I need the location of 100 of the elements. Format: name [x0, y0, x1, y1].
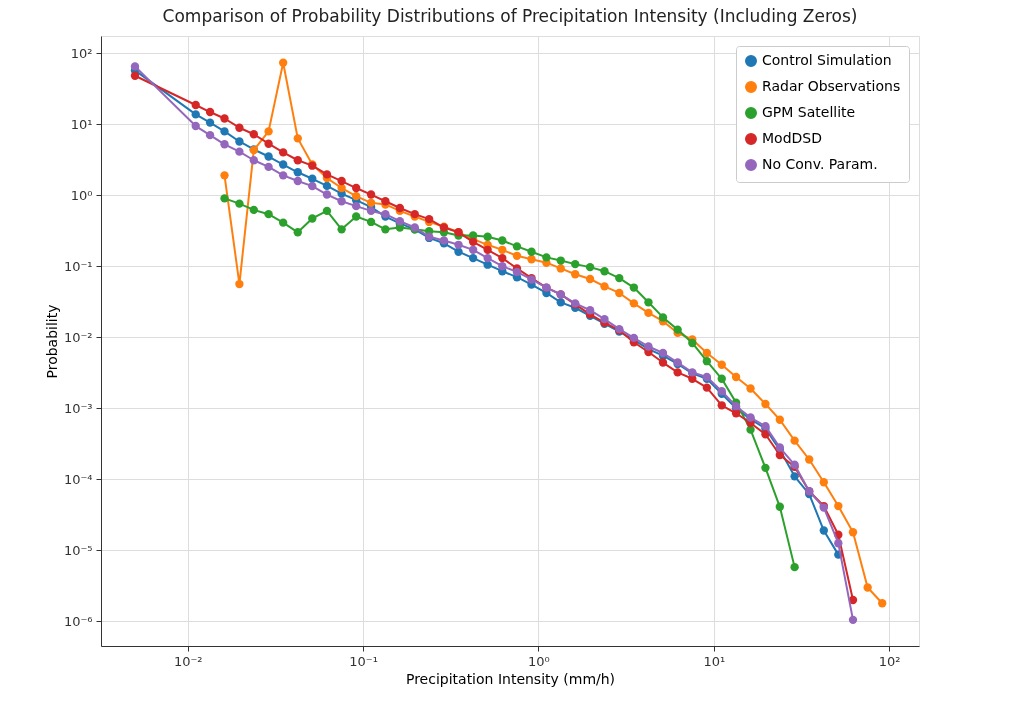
- legend-label: Control Simulation: [762, 52, 892, 68]
- point: [235, 147, 244, 156]
- point: [790, 562, 799, 572]
- point: [746, 384, 755, 393]
- x-tick-label: 10¹: [703, 653, 726, 669]
- point: [702, 348, 712, 358]
- point: [600, 282, 609, 291]
- point: [235, 279, 244, 289]
- point: [848, 615, 858, 625]
- point: [191, 100, 200, 110]
- point: [790, 472, 799, 481]
- point: [337, 225, 346, 234]
- point: [366, 217, 376, 227]
- point: [220, 140, 229, 149]
- point: [556, 256, 565, 265]
- point: [293, 134, 302, 143]
- point: [249, 156, 258, 165]
- point: [863, 583, 872, 592]
- point: [308, 174, 317, 183]
- point: [468, 245, 478, 254]
- point: [512, 251, 522, 260]
- point: [571, 259, 580, 269]
- point: [454, 247, 463, 256]
- point: [834, 539, 843, 548]
- y-tick-label: 10⁻⁴: [63, 471, 93, 487]
- point: [761, 463, 770, 473]
- point: [293, 176, 302, 186]
- point: [717, 401, 726, 410]
- point: [542, 253, 551, 262]
- x-tick-label: 10²: [878, 653, 901, 669]
- point: [585, 274, 595, 284]
- point: [264, 152, 273, 161]
- point: [805, 455, 814, 464]
- point: [278, 171, 288, 180]
- point: [878, 599, 887, 608]
- point: [848, 528, 858, 537]
- point: [278, 218, 288, 227]
- point: [498, 262, 507, 271]
- point: [775, 415, 785, 424]
- point: [761, 430, 770, 439]
- point: [278, 160, 288, 169]
- point: [819, 526, 828, 535]
- point: [483, 253, 492, 263]
- y-tick-label: 10⁻³: [63, 400, 93, 416]
- point: [264, 139, 273, 148]
- point: [761, 399, 770, 409]
- point: [366, 206, 376, 216]
- point: [658, 358, 668, 367]
- point: [673, 368, 682, 377]
- x-tick-label: 10⁻¹: [349, 653, 378, 669]
- point: [235, 199, 244, 208]
- point: [658, 313, 668, 322]
- point: [615, 273, 624, 283]
- point: [483, 245, 492, 254]
- point: [731, 409, 741, 418]
- point: [629, 299, 639, 308]
- legend-label: Radar Observations: [762, 78, 901, 94]
- y-tick-label: 10⁻²: [63, 329, 93, 345]
- point: [615, 288, 624, 298]
- point: [308, 214, 317, 223]
- point: [717, 360, 726, 369]
- point: [366, 198, 376, 207]
- point: [775, 450, 785, 460]
- point: [600, 314, 609, 324]
- point: [512, 267, 522, 277]
- legend-label: GPM Satellite: [762, 104, 856, 120]
- point: [308, 181, 317, 191]
- y-tick-label: 10⁻⁵: [63, 542, 93, 558]
- x-tick-label: 10⁻²: [173, 653, 203, 669]
- point: [235, 137, 244, 146]
- point: [337, 176, 346, 186]
- point: [717, 374, 726, 383]
- point: [483, 232, 492, 241]
- point: [278, 148, 288, 157]
- point: [790, 436, 799, 445]
- y-tick-label: 10⁻¹: [63, 258, 93, 274]
- point: [498, 253, 507, 263]
- point: [644, 308, 653, 318]
- point: [600, 267, 609, 276]
- legend-label: No Conv. Param.: [762, 156, 878, 172]
- point: [571, 270, 580, 279]
- point: [322, 170, 332, 179]
- point: [556, 298, 565, 307]
- point: [264, 162, 273, 172]
- point: [352, 201, 361, 211]
- point: [731, 372, 741, 382]
- y-tick-label: 10²: [70, 45, 93, 61]
- point: [235, 123, 244, 132]
- point: [293, 156, 302, 165]
- point: [337, 197, 346, 206]
- point: [191, 121, 200, 131]
- point: [381, 225, 390, 234]
- point: [249, 130, 258, 139]
- point: [322, 190, 332, 199]
- point: [264, 209, 273, 219]
- point: [556, 264, 565, 273]
- point: [205, 107, 215, 117]
- point: [673, 325, 682, 334]
- point: [585, 306, 595, 315]
- point: [293, 168, 302, 177]
